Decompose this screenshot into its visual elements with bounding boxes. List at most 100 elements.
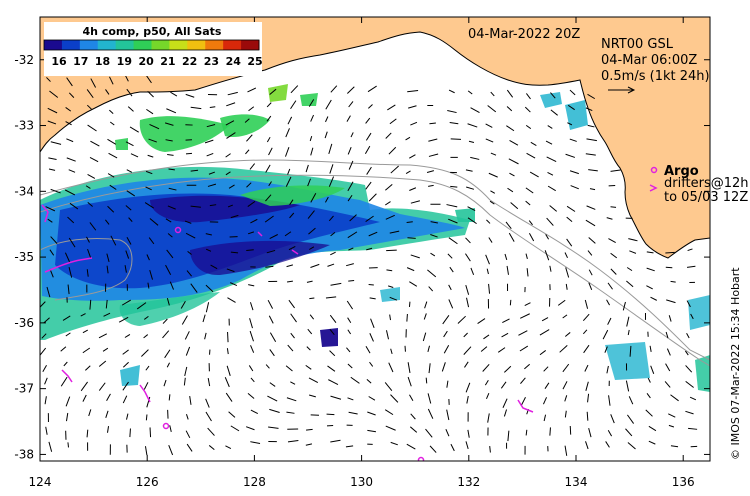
current-vectors: [40, 60, 698, 456]
colorbar-title: 4h comp, p50, All Sats: [83, 25, 222, 38]
lat-tick-label: -35: [14, 250, 34, 264]
current-vector: [668, 315, 672, 322]
current-vector: [428, 138, 438, 142]
lon-tick-label: 130: [350, 475, 373, 489]
current-vector: [64, 252, 71, 263]
current-vector: [608, 238, 616, 243]
current-vector: [389, 296, 398, 301]
current-vector: [446, 204, 458, 208]
current-vector: [668, 413, 676, 418]
current-vector: [287, 168, 291, 175]
current-vector: [550, 92, 556, 99]
current-vector: [226, 268, 235, 273]
current-vector: [650, 365, 655, 375]
current-vector: [225, 120, 235, 126]
current-vector: [547, 185, 556, 192]
current-vector: [288, 299, 295, 309]
current-vector: [80, 313, 86, 317]
current-vector: [69, 202, 79, 210]
current-vector: [430, 234, 438, 238]
current-vector: [309, 246, 315, 250]
current-vector: [225, 445, 232, 449]
current-vector: [347, 231, 358, 239]
current-vector: [41, 333, 47, 339]
current-vector: [245, 426, 255, 431]
current-vector: [287, 440, 299, 443]
colorbar-swatches: [43, 39, 260, 51]
current-vector: [428, 184, 434, 187]
current-vector: [524, 302, 531, 306]
current-vector: [266, 102, 272, 108]
current-vector: [148, 138, 157, 143]
current-vector: [125, 141, 134, 147]
current-vector: [248, 365, 254, 372]
current-vector: [68, 92, 75, 98]
current-vector: [585, 441, 589, 450]
current-vector: [109, 184, 117, 190]
current-vector: [163, 379, 167, 387]
current-vector: [685, 380, 694, 388]
current-vector: [448, 237, 458, 245]
current-vector: [247, 200, 256, 207]
current-vector: [406, 443, 416, 450]
current-vector: [405, 170, 411, 174]
current-vector: [145, 186, 152, 191]
current-vector: [368, 193, 377, 202]
current-vector: [145, 170, 153, 175]
current-vector: [308, 99, 315, 107]
current-vector: [549, 265, 552, 272]
current-vector: [447, 110, 457, 114]
current-vector: [287, 344, 294, 352]
current-vector: [485, 138, 494, 143]
current-vector: [185, 232, 196, 239]
current-vector: [588, 237, 596, 244]
current-vector: [164, 122, 174, 126]
current-vector: [250, 345, 255, 353]
current-vector: [410, 121, 418, 126]
current-vector: [610, 414, 615, 424]
current-vector: [285, 176, 292, 187]
current-vector: [346, 115, 351, 122]
current-vector: [367, 104, 373, 109]
current-vector: [385, 184, 393, 191]
colorbar-tick-label: 20: [138, 55, 154, 68]
current-vector: [588, 282, 593, 290]
current-vector: [250, 409, 259, 415]
current-vector: [509, 172, 515, 177]
current-vector: [45, 426, 48, 435]
current-vector: [105, 89, 110, 95]
current-vector: [626, 316, 630, 327]
current-vector: [109, 109, 114, 114]
current-vector: [347, 329, 352, 335]
current-vector: [464, 361, 469, 368]
current-vector: [428, 153, 439, 157]
current-vector: [208, 171, 216, 175]
current-vector: [649, 345, 652, 352]
current-vector: [480, 346, 488, 352]
current-vector: [365, 181, 372, 190]
current-vector: [529, 171, 539, 178]
current-vector: [269, 332, 277, 343]
current-vector: [250, 441, 261, 444]
current-vector: [167, 154, 174, 156]
current-vector: [423, 313, 427, 320]
current-vector: [227, 297, 236, 303]
current-vector: [530, 141, 537, 146]
colorbar-tick-label: 17: [73, 55, 88, 68]
current-vector: [209, 106, 216, 108]
current-vector: [422, 332, 427, 342]
current-vector: [428, 286, 434, 292]
current-vector: [109, 76, 114, 85]
current-vector: [327, 263, 335, 267]
current-vector: [588, 269, 593, 276]
current-vector: [190, 169, 199, 172]
current-vector: [610, 252, 618, 259]
current-vector: [146, 254, 150, 261]
current-vector: [445, 428, 450, 437]
current-vector: [289, 199, 294, 206]
current-vector: [585, 219, 596, 227]
plot-frame: [39, 16, 711, 462]
current-vector: [684, 350, 689, 356]
current-vector: [489, 200, 495, 205]
current-vector: [306, 280, 313, 283]
